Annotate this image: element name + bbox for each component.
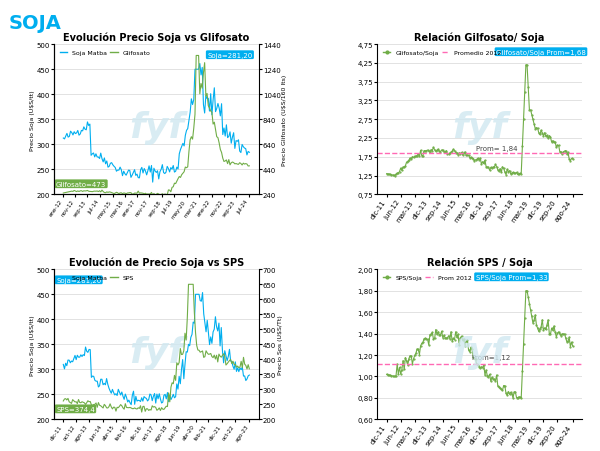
Text: Glifosato=473: Glifosato=473 [56,181,106,187]
Text: fyf: fyf [452,110,507,144]
Text: fyf: fyf [452,335,507,369]
Text: Prom=1,12: Prom=1,12 [471,354,510,360]
Y-axis label: Precio Soja (U$S/tt): Precio Soja (U$S/tt) [30,314,35,375]
Text: fyf: fyf [129,335,184,369]
Legend: SPS/Soja, Prom 2012: SPS/Soja, Prom 2012 [380,273,474,283]
Title: Evolución Precio Soja vs Glifosato: Evolución Precio Soja vs Glifosato [63,32,250,43]
Text: fyf: fyf [129,110,184,144]
Text: SPS/Soja Prom=1,33: SPS/Soja Prom=1,33 [476,274,547,280]
Title: Relación SPS / Soja: Relación SPS / Soja [427,257,533,267]
Title: Evolución de Precio Soja vs SPS: Evolución de Precio Soja vs SPS [69,257,244,267]
Text: SOJA: SOJA [9,14,62,32]
Y-axis label: Precio Soja (U$S/tt): Precio Soja (U$S/tt) [30,90,35,150]
Text: Soja=281,20: Soja=281,20 [207,53,253,59]
Text: Gilfosato/Soja Prom=1,68: Gilfosato/Soja Prom=1,68 [496,50,586,55]
Text: SPS=374,4: SPS=374,4 [56,406,95,412]
Legend: Soja Matba, Glifosato: Soja Matba, Glifosato [57,48,153,59]
Text: Soja=281,20: Soja=281,20 [56,277,101,283]
Y-axis label: Precio Sps (U$S/Tt): Precio Sps (U$S/Tt) [278,315,283,374]
Text: Prom= 1,84: Prom= 1,84 [476,146,517,152]
Legend: Glifosato/Soja, Promedio 2012: Glifosato/Soja, Promedio 2012 [380,48,504,59]
Legend: Soja Matba, SPS: Soja Matba, SPS [57,273,137,283]
Title: Relación Gilfosato/ Soja: Relación Gilfosato/ Soja [415,32,545,43]
Y-axis label: Precio Glifosato (U$S/160 lts): Precio Glifosato (U$S/160 lts) [282,74,287,166]
